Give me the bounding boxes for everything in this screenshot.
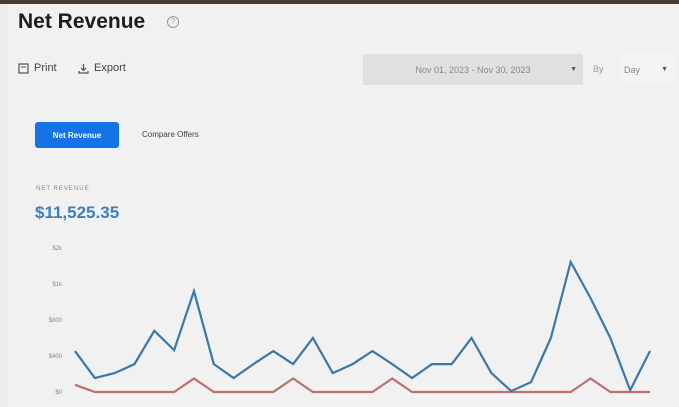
print-icon <box>18 62 29 74</box>
metric-label: NET REVENUE <box>36 186 90 192</box>
date-range-value: Nov 01, 2023 - Nov 30, 2023 <box>415 64 531 75</box>
export-label: Export <box>94 62 126 74</box>
y-tick-label: $800 <box>49 318 63 324</box>
primary-series-line <box>74 259 651 393</box>
by-label: By <box>593 64 604 74</box>
y-tick-label: $2k <box>52 246 63 252</box>
caret-down-icon: ▼ <box>661 66 668 73</box>
y-tick-label: $400 <box>49 354 63 360</box>
window-top-edge <box>0 0 679 4</box>
tab-compare-offers[interactable]: Compare Offers <box>142 130 199 139</box>
granularity-value: Day <box>624 64 641 75</box>
secondary-series-line <box>74 377 650 394</box>
download-icon <box>78 63 89 74</box>
y-tick-label: $0 <box>55 390 62 396</box>
print-label: Print <box>34 62 57 74</box>
tab-net-revenue[interactable]: Net Revenue <box>35 122 119 148</box>
date-range-select[interactable]: Nov 01, 2023 - Nov 30, 2023 ▼ <box>363 54 583 85</box>
question-circle-icon[interactable]: ? <box>167 16 179 28</box>
metric-value: $11,525.35 <box>35 203 120 222</box>
granularity-select[interactable]: Day ▼ <box>622 54 674 85</box>
y-tick-label: $1k <box>52 282 63 288</box>
page-title: Net Revenue <box>18 10 146 33</box>
caret-down-icon: ▼ <box>570 66 577 73</box>
export-button[interactable]: Export <box>78 62 126 74</box>
print-button[interactable]: Print <box>18 62 57 74</box>
